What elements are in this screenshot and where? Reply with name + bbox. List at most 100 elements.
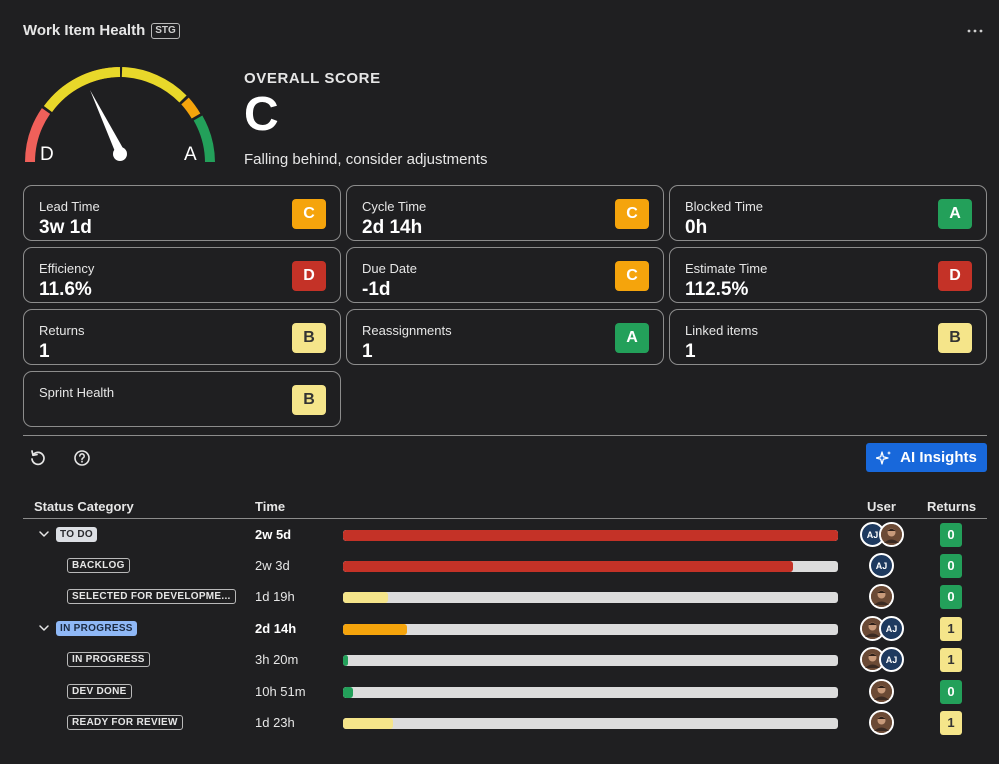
- refresh-button[interactable]: [27, 447, 49, 469]
- help-button[interactable]: [71, 447, 93, 469]
- table-row[interactable]: BACKLOG 2w 3d AJ 0: [0, 550, 999, 581]
- metric-card-cycle-time: Cycle Time 2d 14h C: [346, 185, 664, 241]
- metric-grade: B: [292, 323, 326, 353]
- metric-grade: D: [292, 261, 326, 291]
- time-progress-bar: [343, 592, 838, 603]
- metric-card-lead-time: Lead Time 3w 1d C: [23, 185, 341, 241]
- status-lozenge: IN PROGRESS: [67, 652, 150, 667]
- time-progress-fill: [343, 561, 794, 572]
- status-time: 1d 23h: [255, 715, 295, 730]
- status-lozenge: SELECTED FOR DEVELOPME...: [67, 589, 236, 604]
- gauge-max-label: A: [184, 144, 197, 165]
- more-options-button[interactable]: [965, 22, 985, 42]
- time-progress-bar: [343, 718, 838, 729]
- chevron-down-icon[interactable]: [38, 528, 50, 540]
- avatar[interactable]: [879, 522, 904, 547]
- metric-card-reassignments: Reassignments 1 A: [346, 309, 664, 365]
- avatar[interactable]: AJ: [879, 616, 904, 641]
- widget-header: Work Item Health STG: [23, 22, 180, 39]
- metric-grade: A: [938, 199, 972, 229]
- metric-card-due-date: Due Date -1d C: [346, 247, 664, 303]
- column-header-returns[interactable]: Returns: [927, 499, 977, 514]
- help-icon: [74, 450, 90, 466]
- metric-label: Efficiency: [39, 261, 95, 276]
- metric-grade: D: [938, 261, 972, 291]
- time-progress-bar: [343, 687, 838, 698]
- metric-card-linked-items: Linked items 1 B: [669, 309, 987, 365]
- returns-badge: 0: [940, 554, 962, 578]
- gauge-segment-b3: [181, 97, 201, 119]
- user-avatars: AJ: [860, 616, 904, 642]
- returns-badge: 0: [940, 680, 962, 704]
- table-row[interactable]: SELECTED FOR DEVELOPME... 1d 19h 0: [0, 581, 999, 612]
- gauge-segment-b2: [121, 67, 187, 103]
- time-progress-bar: [343, 561, 838, 572]
- chevron-down-icon[interactable]: [38, 622, 50, 634]
- overall-grade: C: [244, 88, 279, 141]
- avatar[interactable]: [860, 647, 885, 672]
- environment-badge: STG: [151, 22, 180, 39]
- gauge-needle: [90, 90, 124, 154]
- time-progress-fill: [343, 530, 838, 541]
- time-progress-fill: [343, 655, 348, 666]
- metric-grade: C: [615, 261, 649, 291]
- user-avatars: [869, 584, 894, 610]
- gauge-pivot: [113, 147, 127, 161]
- metric-label: Returns: [39, 323, 85, 338]
- metric-grade: B: [292, 385, 326, 415]
- status-lozenge: TO DO: [56, 527, 97, 542]
- metric-value: 1: [685, 341, 696, 362]
- gauge-segment-a: [193, 115, 215, 163]
- ai-insights-button[interactable]: AI Insights: [866, 443, 987, 472]
- user-avatars: AJ: [860, 522, 904, 548]
- status-time: 10h 51m: [255, 684, 306, 699]
- time-progress-fill: [343, 718, 393, 729]
- time-progress-bar: [343, 655, 838, 666]
- time-progress-bar: [343, 624, 838, 635]
- metric-value: 0h: [685, 217, 708, 238]
- more-horizontal-icon: [967, 29, 983, 33]
- metric-card-efficiency: Efficiency 11.6% D: [23, 247, 341, 303]
- gauge-segment-b: [43, 67, 121, 113]
- table-row[interactable]: TO DO 2w 5d AJ 0: [0, 519, 999, 550]
- returns-badge: 1: [940, 617, 962, 641]
- metric-label: Cycle Time: [362, 199, 427, 214]
- gauge-min-label: D: [40, 144, 54, 165]
- metric-value: 2d 14h: [362, 217, 423, 238]
- returns-badge: 0: [940, 523, 962, 547]
- metric-grade: B: [938, 323, 972, 353]
- user-avatars: AJ: [869, 553, 894, 579]
- table-row[interactable]: IN PROGRESS 2d 14h AJ 1: [0, 613, 999, 644]
- metric-value: 11.6%: [39, 279, 92, 300]
- column-header-time[interactable]: Time: [255, 499, 286, 514]
- sparkle-icon: [876, 450, 892, 465]
- column-header-user[interactable]: User: [867, 499, 896, 514]
- avatar[interactable]: [869, 679, 894, 704]
- avatar[interactable]: AJ: [879, 647, 904, 672]
- metric-label: Sprint Health: [39, 385, 115, 400]
- table-row[interactable]: DEV DONE 10h 51m 0: [0, 676, 999, 707]
- avatar[interactable]: [869, 584, 894, 609]
- refresh-icon: [31, 450, 45, 466]
- status-lozenge: BACKLOG: [67, 558, 130, 573]
- metric-card-returns: Returns 1 B: [23, 309, 341, 365]
- table-row[interactable]: IN PROGRESS 3h 20m AJ 1: [0, 644, 999, 675]
- status-time: 2w 5d: [255, 527, 292, 542]
- status-time: 3h 20m: [255, 652, 299, 667]
- avatar[interactable]: [869, 710, 894, 735]
- metric-card-blocked-time: Blocked Time 0h A: [669, 185, 987, 241]
- score-gauge: D A: [25, 67, 215, 165]
- metric-label: Blocked Time: [685, 199, 764, 214]
- status-lozenge: DEV DONE: [67, 684, 132, 699]
- metric-grade: C: [615, 199, 649, 229]
- metric-card-sprint-health: Sprint Health B: [23, 371, 341, 427]
- user-avatars: [869, 679, 894, 705]
- metric-value: 112.5%: [685, 279, 749, 300]
- metric-grade: C: [292, 199, 326, 229]
- gauge-segment-d: [25, 108, 51, 163]
- user-avatars: [869, 710, 894, 736]
- table-row[interactable]: READY FOR REVIEW 1d 23h 1: [0, 707, 999, 738]
- column-header-status[interactable]: Status Category: [34, 499, 134, 514]
- metric-card-estimate-time: Estimate Time 112.5% D: [669, 247, 987, 303]
- avatar[interactable]: AJ: [869, 553, 894, 578]
